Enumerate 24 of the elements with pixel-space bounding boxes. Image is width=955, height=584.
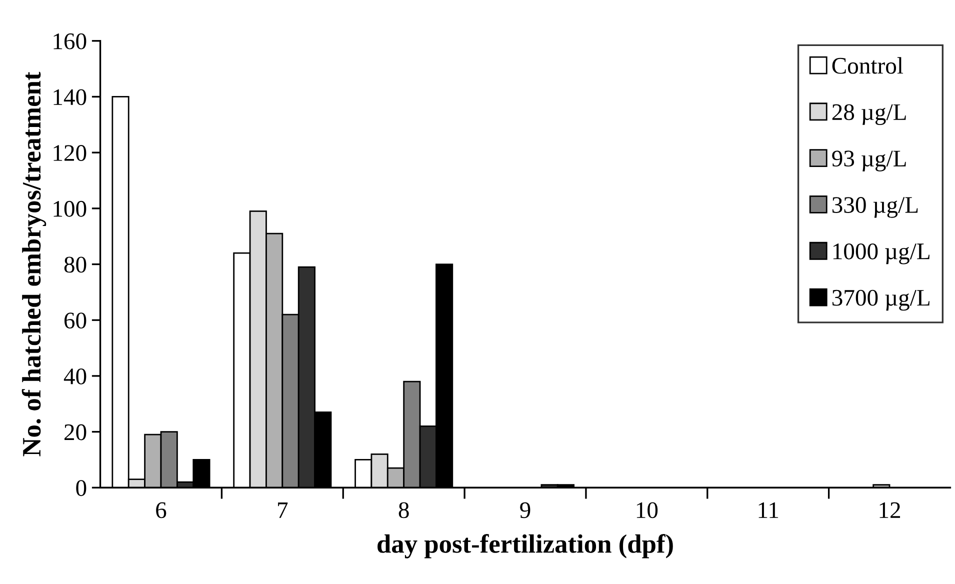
x-tick-label: 12 bbox=[880, 502, 900, 518]
x-axis-title: day post-fertilization (dpf) bbox=[378, 534, 673, 558]
x-tick-label: 6 bbox=[156, 502, 166, 518]
y-tick-label: 140 bbox=[54, 89, 86, 106]
x-tick-label: 10 bbox=[636, 502, 658, 518]
y-tick-label: 20 bbox=[64, 424, 86, 440]
y-tick-label: 60 bbox=[64, 312, 86, 329]
y-tick-label: 100 bbox=[54, 200, 86, 217]
x-tick-label: 9 bbox=[520, 502, 530, 518]
y-axis-title: No. of hatched embryos/treatment bbox=[22, 72, 46, 456]
legend-label: 28 µg/L bbox=[832, 104, 906, 125]
x-tick-label: 11 bbox=[758, 502, 778, 518]
x-tick-label: 7 bbox=[278, 502, 288, 518]
y-tick-label: 40 bbox=[64, 368, 86, 384]
legend-label: 93 µg/L bbox=[832, 150, 906, 172]
legend-label: 330 µg/L bbox=[832, 197, 918, 218]
y-tick-label: 0 bbox=[76, 480, 86, 496]
y-tick-label: 160 bbox=[54, 33, 86, 50]
legend-label: 1000 µg/L bbox=[833, 243, 930, 264]
legend-label: 3700 µg/L bbox=[832, 290, 930, 311]
y-tick-label: 120 bbox=[54, 145, 86, 161]
legend-label: Control bbox=[832, 57, 904, 74]
y-tick-label: 80 bbox=[64, 256, 86, 273]
x-tick-label: 8 bbox=[398, 502, 409, 518]
